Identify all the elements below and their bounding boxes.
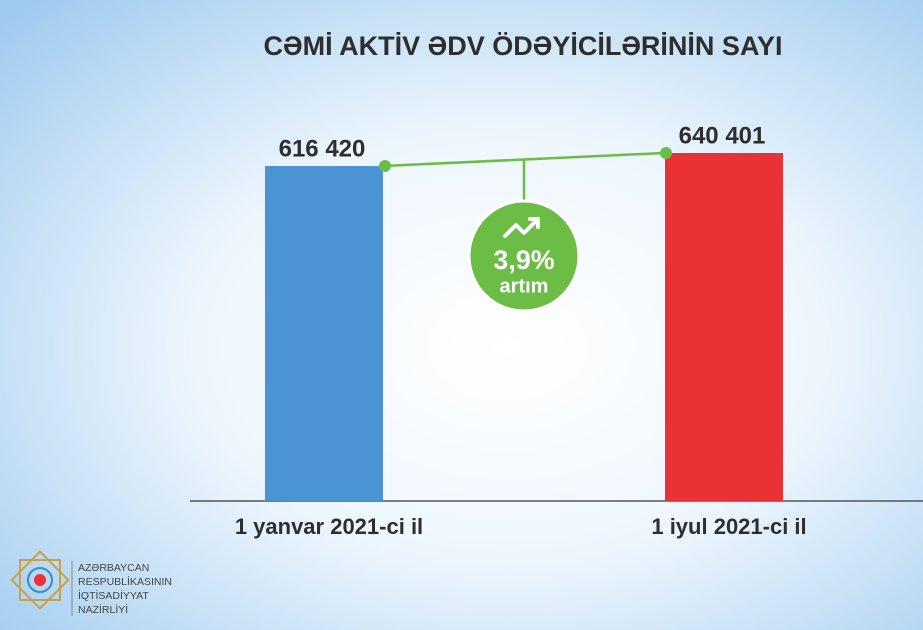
logo-text: RESPUBLİKASININ — [78, 575, 172, 588]
chart-title: CƏMİ AKTİV ƏDV ÖDƏYİCİLƏRİNİN SAYI — [264, 31, 783, 61]
logo-text: İQTİSADİYYAT — [78, 589, 149, 602]
connector-dot — [379, 160, 391, 173]
badge — [467, 199, 581, 313]
logo-text: NAZİRLİYİ — [78, 603, 128, 616]
logo-text: AZƏRBAYCAN — [78, 562, 149, 574]
x-tick-label: 1 yanvar 2021-ci il — [235, 514, 423, 539]
change-label: 3,9% — [493, 245, 555, 275]
value-label: 616 420 — [279, 135, 366, 162]
connector-dot — [660, 147, 672, 159]
bar — [265, 166, 383, 502]
change-note: artım — [500, 275, 549, 297]
logo — [10, 550, 70, 610]
arrow-icon — [503, 217, 540, 238]
value-label: 640 401 — [679, 122, 766, 149]
x-tick-label: 1 iyul 2021-ci il — [651, 514, 806, 539]
bar — [665, 153, 783, 501]
